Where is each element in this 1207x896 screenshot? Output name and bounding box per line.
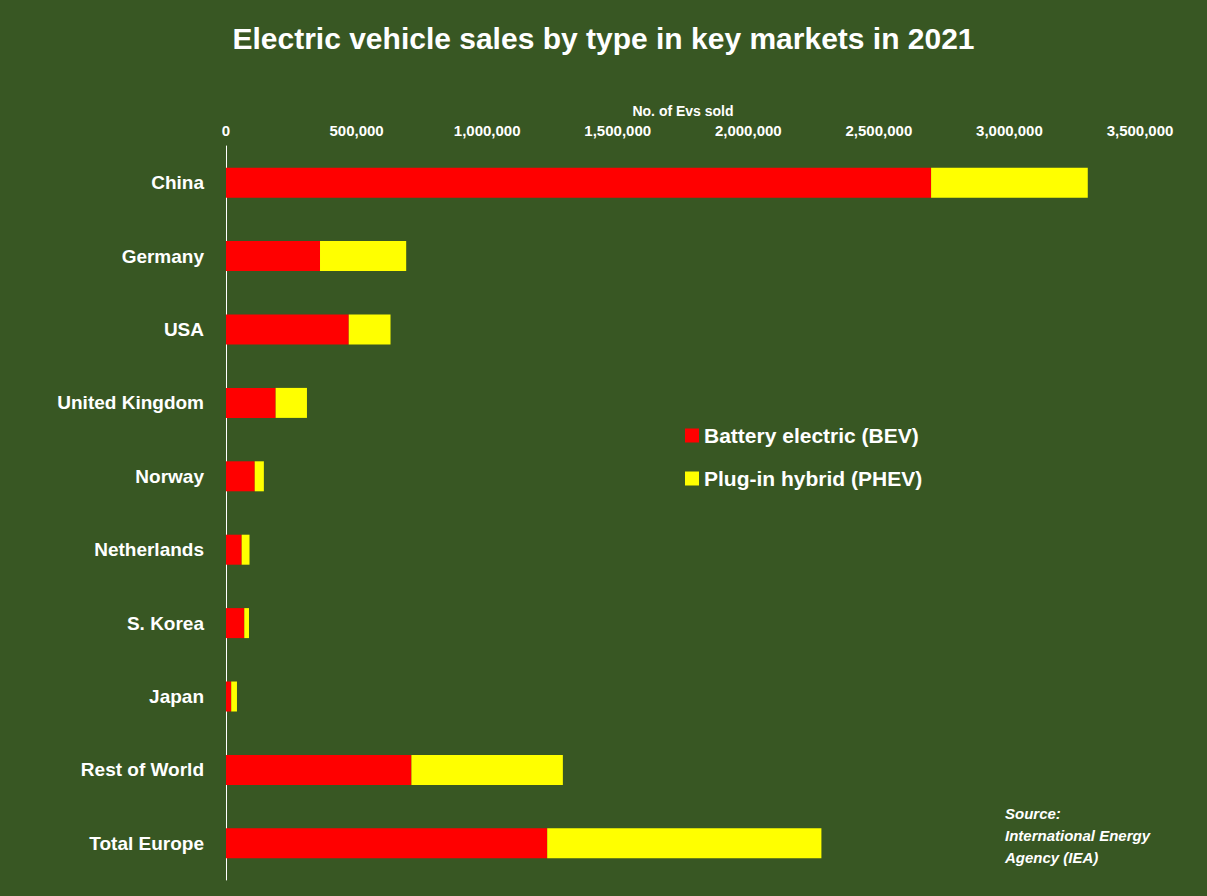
svg-text:S. Korea: S. Korea — [127, 613, 205, 634]
svg-text:1,000,000: 1,000,000 — [454, 122, 521, 139]
svg-text:Battery electric (BEV): Battery electric (BEV) — [704, 424, 919, 447]
svg-text:Japan: Japan — [149, 686, 204, 707]
svg-text:1,500,000: 1,500,000 — [584, 122, 651, 139]
svg-text:Source:: Source: — [1005, 805, 1061, 822]
svg-text:Total Europe: Total Europe — [89, 833, 204, 854]
svg-text:United Kingdom: United Kingdom — [57, 392, 204, 413]
svg-text:International Energy: International Energy — [1005, 827, 1151, 844]
svg-text:2,000,000: 2,000,000 — [715, 122, 782, 139]
svg-text:Rest of World: Rest of World — [81, 759, 204, 780]
svg-text:Agency (IEA): Agency (IEA) — [1004, 849, 1098, 866]
svg-text:2,500,000: 2,500,000 — [845, 122, 912, 139]
svg-text:500,000: 500,000 — [329, 122, 383, 139]
svg-text:Netherlands: Netherlands — [94, 539, 204, 560]
svg-text:Norway: Norway — [135, 466, 204, 487]
svg-text:No. of Evs sold: No. of Evs sold — [632, 103, 733, 119]
svg-text:3,500,000: 3,500,000 — [1107, 122, 1174, 139]
svg-text:Electric vehicle sales by type: Electric vehicle sales by type in key ma… — [232, 22, 974, 55]
svg-text:Plug-in hybrid (PHEV): Plug-in hybrid (PHEV) — [704, 467, 922, 490]
svg-text:0: 0 — [222, 122, 230, 139]
svg-text:China: China — [151, 172, 204, 193]
svg-text:3,000,000: 3,000,000 — [976, 122, 1043, 139]
svg-text:USA: USA — [164, 319, 204, 340]
svg-text:Germany: Germany — [122, 246, 205, 267]
